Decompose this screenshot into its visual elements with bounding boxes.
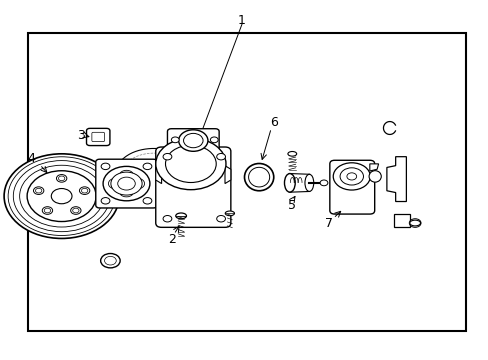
Ellipse shape [225,211,234,216]
Text: 1: 1 [238,14,245,27]
FancyBboxPatch shape [329,160,374,214]
Circle shape [71,207,81,214]
Circle shape [156,138,225,190]
Circle shape [44,208,50,213]
Text: 7: 7 [324,216,332,230]
Circle shape [143,198,152,204]
Circle shape [36,188,42,193]
Circle shape [79,187,90,194]
Polygon shape [369,164,378,171]
Ellipse shape [244,163,273,191]
Polygon shape [156,166,161,184]
FancyBboxPatch shape [167,129,219,161]
Bar [27,33,466,330]
Ellipse shape [284,174,295,192]
Circle shape [163,216,171,222]
Ellipse shape [305,174,313,192]
Ellipse shape [409,220,420,226]
Circle shape [339,168,363,185]
Polygon shape [393,214,409,226]
Text: 5: 5 [288,199,296,212]
Circle shape [4,154,119,238]
Polygon shape [386,157,406,202]
Ellipse shape [368,171,381,182]
Circle shape [408,219,420,227]
Polygon shape [224,166,230,184]
Circle shape [216,153,225,160]
Circle shape [103,166,150,201]
Circle shape [178,130,207,151]
Circle shape [210,137,218,143]
Circle shape [20,165,103,227]
FancyBboxPatch shape [86,129,110,145]
Circle shape [51,189,72,204]
Text: 6: 6 [269,116,277,129]
Circle shape [183,134,203,148]
Circle shape [104,256,116,265]
Circle shape [101,163,110,170]
Circle shape [171,137,179,143]
Circle shape [81,188,88,193]
Circle shape [56,175,67,182]
Circle shape [143,163,152,170]
FancyBboxPatch shape [156,147,230,227]
Circle shape [118,177,135,190]
Circle shape [27,171,96,221]
Circle shape [59,176,65,181]
Circle shape [101,253,120,268]
Circle shape [13,161,110,232]
Ellipse shape [287,152,296,156]
Text: 4: 4 [27,152,35,165]
Circle shape [101,198,110,204]
Ellipse shape [175,213,186,219]
Circle shape [346,173,356,180]
Circle shape [42,207,53,214]
Circle shape [320,180,327,186]
FancyBboxPatch shape [96,159,157,208]
Ellipse shape [248,167,269,187]
Text: 2: 2 [168,233,176,246]
Circle shape [33,187,44,194]
Text: 3: 3 [77,129,85,142]
Circle shape [216,216,225,222]
Circle shape [111,172,142,195]
Circle shape [163,153,171,160]
Circle shape [73,208,79,213]
FancyBboxPatch shape [92,132,104,141]
Circle shape [8,157,115,235]
Circle shape [165,145,216,183]
Circle shape [332,163,369,190]
